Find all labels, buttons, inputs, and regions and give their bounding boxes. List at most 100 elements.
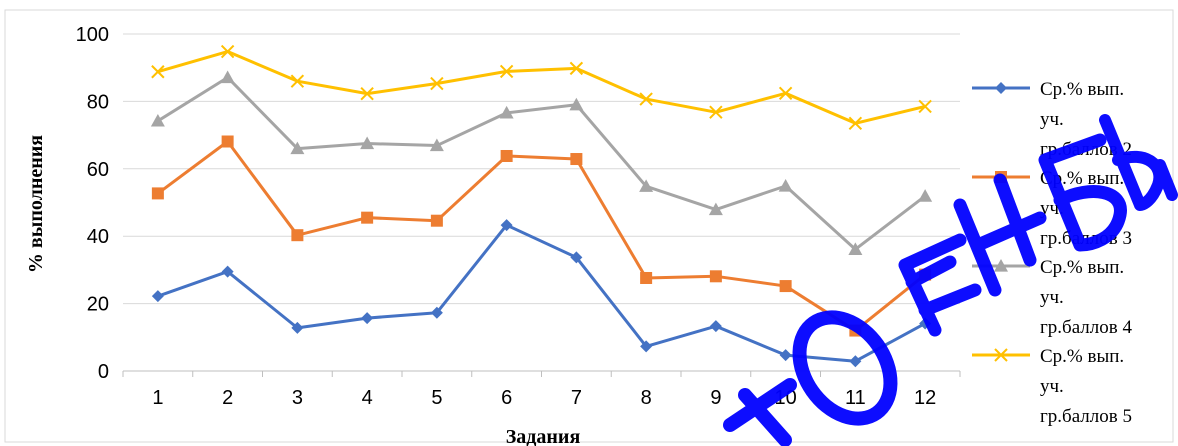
- data-point: [848, 242, 863, 255]
- marker-stroke: [430, 76, 444, 91]
- x-tick-label: 3: [292, 387, 303, 409]
- legend-label-line: гр.баллов 5: [1040, 406, 1132, 427]
- y-tick-label: 40: [87, 226, 109, 248]
- y-tick-label: 0: [98, 361, 109, 383]
- chart-frame: [4, 9, 1174, 443]
- legend-marker: [994, 348, 1008, 362]
- watermark-stamp: [723, 114, 1178, 446]
- legend-marker: [994, 259, 1008, 272]
- y-tick-label: 60: [87, 159, 109, 181]
- y-tick-labels: 0 20 40 60 80 100: [76, 24, 109, 383]
- data-point: [709, 105, 723, 119]
- series-2: [151, 135, 932, 337]
- data-point: [361, 312, 374, 325]
- marker-stroke: [918, 99, 932, 114]
- data-point: [499, 64, 514, 79]
- data-point: [778, 86, 793, 101]
- data-point: [779, 349, 792, 362]
- data-point: [639, 179, 654, 192]
- legend-item-3: Ср.% вып. уч. гр.баллов 4: [972, 257, 1132, 338]
- legend-label-line: гр.баллов 4: [1040, 317, 1132, 338]
- data-point: [290, 74, 305, 88]
- data-point: [220, 70, 235, 84]
- legend-marker: [995, 82, 1007, 94]
- data-point: [709, 320, 722, 333]
- legend-item-4: Ср.% вып. уч. гр.баллов 5: [972, 346, 1132, 427]
- x-tick-label: 1: [152, 387, 163, 409]
- marker-stroke: [499, 64, 514, 79]
- y-axis-title: % выполнения: [25, 135, 47, 273]
- axes: [122, 370, 961, 377]
- marker-stroke: [709, 105, 723, 119]
- data-point: [291, 229, 304, 242]
- series-line: [157, 75, 927, 251]
- x-tick-label: 4: [362, 387, 373, 409]
- data-point: [291, 321, 304, 334]
- marker-stroke: [151, 65, 165, 79]
- legend-label-line: уч.: [1040, 287, 1064, 308]
- data-point: [918, 99, 932, 114]
- series-line: [156, 140, 927, 333]
- data-point: [360, 136, 375, 150]
- legend-label-line: Ср.% вып.: [1040, 79, 1124, 100]
- data-point: [499, 105, 514, 119]
- x-tick-labels: 1 2 3 4 5 6 7 8 9 10 11 12: [152, 387, 936, 409]
- data-point: [848, 116, 863, 131]
- data-point: [430, 214, 443, 227]
- data-point: [151, 187, 164, 200]
- x-tick-label: 9: [710, 387, 721, 409]
- data-point: [290, 141, 305, 155]
- data-point: [220, 44, 235, 59]
- legend-label-line: уч.: [1040, 109, 1064, 130]
- series-3: [150, 70, 933, 255]
- x-tick-label: 5: [431, 387, 442, 409]
- data-point: [151, 290, 164, 303]
- data-point: [918, 189, 933, 202]
- series-line: [157, 50, 926, 125]
- y-tick-label: 80: [87, 91, 109, 113]
- y-tick-label: 20: [87, 294, 109, 316]
- data-point: [640, 340, 653, 353]
- gridlines: [123, 33, 960, 305]
- y-tick-label: 100: [76, 24, 109, 46]
- data-point: [779, 280, 792, 293]
- data-point: [150, 113, 165, 127]
- series-4: [151, 44, 932, 131]
- marker-stroke: [290, 74, 305, 88]
- data-point: [709, 270, 722, 283]
- data-point: [151, 65, 165, 79]
- data-point: [430, 306, 443, 319]
- data-point: [569, 61, 584, 76]
- marker-stroke: [848, 116, 863, 131]
- data-point: [430, 76, 444, 91]
- data-point: [360, 86, 374, 101]
- marker-stroke: [220, 44, 235, 59]
- data-point: [569, 97, 584, 111]
- marker-stroke: [569, 61, 584, 76]
- x-axis-title: Задания: [506, 426, 581, 446]
- data-point: [778, 178, 793, 192]
- data-point: [361, 211, 374, 224]
- data-point: [570, 153, 583, 166]
- marker-stroke: [994, 348, 1008, 362]
- data-point: [570, 251, 583, 264]
- x-tick-label: 6: [501, 387, 512, 409]
- legend-label-line: уч.: [1040, 376, 1064, 397]
- data-point: [849, 355, 862, 368]
- x-tick-label: 8: [641, 387, 652, 409]
- data-point: [221, 265, 234, 278]
- x-tick-label: 11: [845, 387, 866, 409]
- x-tick-label: 2: [222, 387, 233, 409]
- x-tick-label: 12: [914, 387, 936, 409]
- legend-label-line: Ср.% вып.: [1040, 257, 1124, 278]
- marker-stroke: [360, 86, 374, 101]
- data-point: [639, 92, 653, 106]
- marker-stroke: [639, 92, 653, 106]
- data-point: [708, 202, 723, 216]
- data-point: [221, 135, 234, 148]
- data-point: [500, 219, 513, 232]
- marker-stroke: [778, 86, 793, 101]
- x-tick-label: 7: [571, 387, 582, 409]
